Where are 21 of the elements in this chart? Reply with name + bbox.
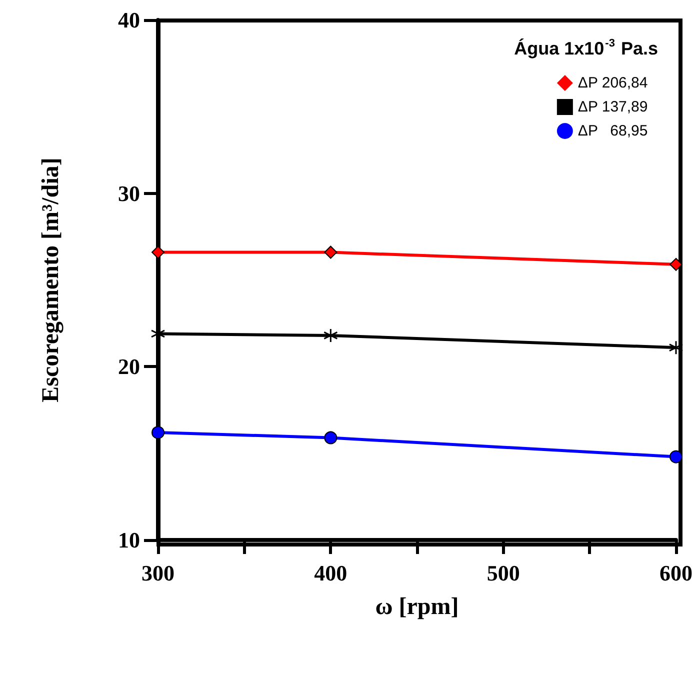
legend-label: ΔP 137,89: [578, 98, 648, 116]
y-axis-title: Escoregamento [m³/dia]: [38, 158, 64, 402]
x-axis-title: ω [rpm]: [375, 594, 459, 620]
y-tick-label: 40: [118, 8, 140, 32]
point: [152, 426, 164, 440]
point: [323, 328, 338, 343]
x-tick-label: 500: [486, 560, 520, 586]
x-tick-label: 600: [660, 560, 692, 586]
point: [324, 246, 338, 259]
legend-label: ΔP 206,84: [578, 74, 648, 92]
point: [324, 431, 338, 444]
x-tick-label: 300: [142, 560, 174, 586]
point: [670, 450, 682, 464]
legend-label: ΔP 68,95: [578, 122, 648, 140]
y-tick-label: 20: [118, 354, 140, 380]
y-tick-label: 10: [118, 528, 140, 552]
point: [670, 258, 682, 271]
point: [668, 340, 684, 355]
point: [152, 246, 164, 259]
x-tick-label: 400: [314, 560, 348, 586]
y-tick-label: 30: [118, 180, 140, 206]
